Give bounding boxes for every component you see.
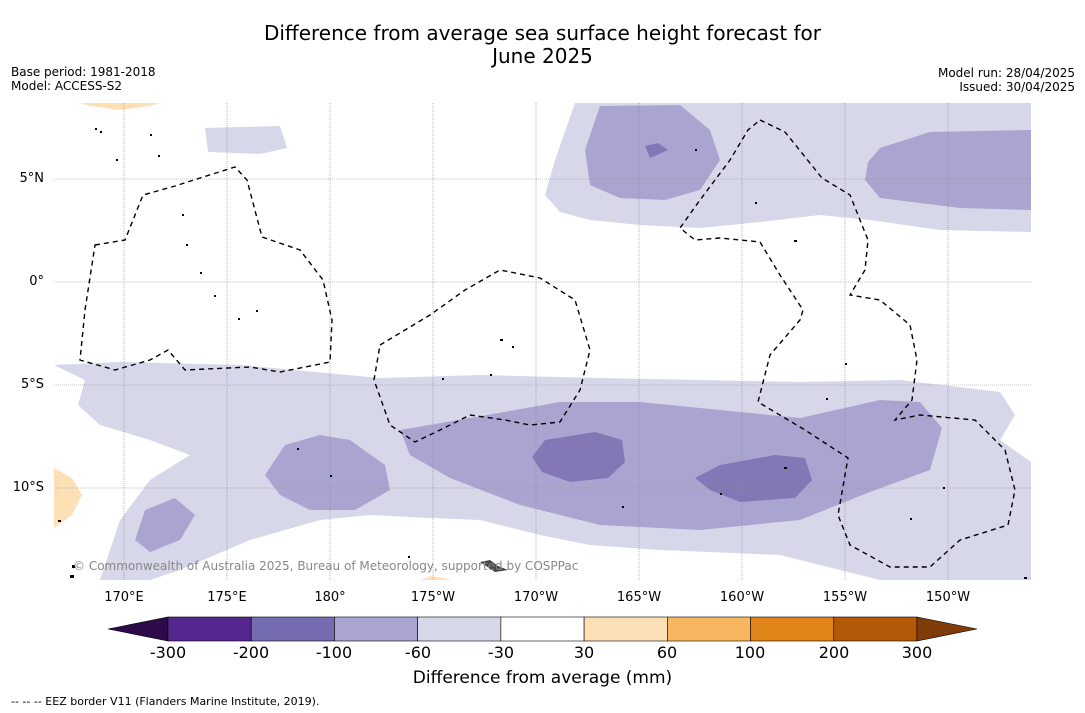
model-name: Model: ACCESS-S2	[11, 79, 123, 93]
eez-borders	[79, 119, 1016, 568]
colorbar-segment	[583, 616, 668, 642]
grid-lines	[54, 103, 1031, 580]
eez-border-line-islands	[679, 119, 1016, 568]
eez-border-kiribati-gilberts	[79, 166, 333, 373]
anomaly-region-dark-b	[695, 455, 812, 502]
xtick-175w: 175°W	[410, 590, 456, 605]
small-islands	[58, 128, 1027, 579]
island-black	[480, 560, 508, 572]
cbtick-100: 100	[734, 643, 766, 662]
land-patch-west	[54, 468, 82, 528]
ytick-0: 0°	[29, 274, 44, 289]
cbtick-200: 200	[818, 643, 850, 662]
colorbar-segment	[334, 616, 418, 642]
xtick-165w: 165°W	[616, 590, 662, 605]
title-line-1: Difference from average sea surface heig…	[263, 21, 822, 45]
colorbar-segments	[107, 616, 978, 642]
model-run: Model run: 28/04/2025	[937, 66, 1075, 80]
land-patch-northwest	[80, 103, 160, 110]
cbtick-m60: -60	[404, 643, 432, 662]
colorbar-label: Difference from average (mm)	[412, 668, 673, 688]
chart-title: Difference from average sea surface heig…	[0, 22, 1085, 68]
cbtick-300: 300	[901, 643, 933, 662]
eez-border-tuvalu	[373, 269, 591, 443]
issued-date: Issued: 30/04/2025	[959, 80, 1075, 94]
ytick-5n: 5°N	[19, 171, 45, 186]
xtick-170w: 170°W	[513, 590, 559, 605]
anomaly-region-dark-a	[532, 432, 625, 482]
colorbar-segment	[167, 616, 252, 642]
anomaly-region-light-north-left	[205, 126, 287, 154]
xtick-160w: 160°W	[719, 590, 765, 605]
eez-legend-footer: -- -- -- EEZ border V11 (Flanders Marine…	[11, 695, 320, 708]
cbtick-60: 60	[656, 643, 678, 662]
land-patch-south	[420, 576, 452, 580]
xtick-175e: 175°E	[207, 590, 247, 605]
ytick-5s: 5°S	[20, 377, 44, 392]
cbtick-m200: -200	[232, 643, 270, 662]
xtick-150w: 150°W	[925, 590, 971, 605]
meta-left: Base period: 1981-2018 Model: ACCESS-S2	[11, 65, 156, 93]
xtick-180: 180°	[314, 590, 346, 605]
colorbar-segment	[833, 616, 918, 642]
anomaly-region-mid-south	[400, 400, 942, 530]
colorbar-segment	[250, 616, 335, 642]
xtick-155w: 155°W	[822, 590, 868, 605]
meta-right: Model run: 28/04/2025 Issued: 30/04/2025	[938, 66, 1075, 94]
cbtick-m300: -300	[149, 643, 187, 662]
cbtick-m100: -100	[315, 643, 353, 662]
colorbar-segment	[750, 616, 835, 642]
title-line-2: June 2025	[492, 44, 593, 68]
map-area	[54, 103, 1031, 580]
anomaly-region-dark-c	[645, 143, 668, 158]
base-period: Base period: 1981-2018	[11, 65, 156, 79]
xtick-170e: 170°E	[104, 590, 144, 605]
ytick-10s: 10°S	[12, 480, 44, 495]
anomaly-region-mid-far-southwest	[135, 498, 195, 552]
colorbar-segment	[667, 616, 751, 642]
colorbar-segment	[417, 616, 502, 642]
colorbar-extend-low	[107, 616, 169, 642]
cbtick-m30: -30	[487, 643, 515, 662]
cbtick-30: 30	[573, 643, 595, 662]
colorbar-segment	[500, 616, 585, 642]
anomaly-region-mid-southwest	[265, 435, 390, 510]
copyright-notice: © Commonwealth of Australia 2025, Bureau…	[73, 559, 579, 573]
colorbar-extend-high	[916, 616, 978, 642]
